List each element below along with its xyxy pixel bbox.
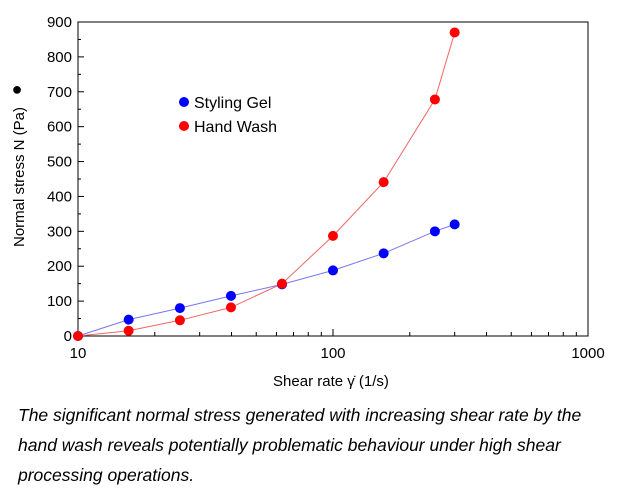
hand-wash-point — [378, 177, 389, 188]
y-tick-label: 100 — [47, 293, 72, 310]
styling-gel-point — [429, 226, 440, 237]
chart-legend: Styling Gel Hand Wash — [179, 95, 277, 136]
styling-gel-legend-marker — [179, 97, 189, 107]
hand-wash-point — [73, 331, 83, 341]
series-points — [73, 27, 460, 341]
y-axis-label-marker: ● — [12, 79, 23, 99]
y-tick-label: 900 — [47, 14, 72, 31]
styling-gel-point — [328, 265, 338, 276]
hand-wash-point — [429, 94, 440, 105]
y-axis-label-group: Normal stress N (Pa) — [11, 107, 28, 247]
y-tick-label: 400 — [47, 188, 72, 205]
styling-gel-point — [174, 303, 185, 314]
figure-caption: The significant normal stress generated … — [18, 405, 582, 485]
y-tick-label: 500 — [47, 154, 72, 171]
hand-wash-point — [123, 325, 134, 336]
styling-gel-line — [77, 223, 455, 337]
hand-wash-point — [225, 302, 236, 313]
styling-gel-point — [225, 290, 236, 301]
y-tick-label: 600 — [47, 119, 72, 136]
hand-wash-line — [77, 32, 456, 337]
styling-gel-point — [449, 219, 460, 230]
x-tick-label: 10 — [70, 345, 87, 362]
x-tick-label: 1000 — [571, 345, 604, 362]
hand-wash-legend-marker — [179, 121, 189, 131]
y-axis-label: Normal stress N (Pa) — [11, 107, 28, 247]
x-tick-label: 100 — [320, 345, 345, 362]
y-tick-label: 800 — [47, 49, 72, 66]
hand-wash-point — [328, 230, 338, 241]
y-tick-label: 700 — [47, 84, 72, 101]
styling-gel-point — [123, 314, 134, 325]
chart-axes: 0 100 200 300 400 500 600 700 800 900 10 100 1000 — [47, 14, 605, 362]
hand-wash-point — [449, 27, 460, 38]
shear-stress-chart: 0 100 200 300 400 500 600 700 800 900 10 100 1000 St… — [11, 14, 605, 390]
styling-gel-point — [378, 248, 389, 259]
styling-gel-legend-label: Styling Gel — [194, 95, 271, 112]
y-tick-label: 0 — [64, 328, 72, 345]
plot-frame — [77, 21, 589, 337]
y-tick-label: 300 — [47, 223, 72, 240]
y-tick-label: 200 — [47, 258, 72, 275]
hand-wash-legend-label: Hand Wash — [194, 119, 277, 136]
hand-wash-point — [174, 315, 185, 326]
hand-wash-point — [277, 278, 288, 289]
series-lines — [77, 32, 456, 337]
x-axis-label: Shear rate γ̇ (1/s) — [273, 373, 389, 390]
